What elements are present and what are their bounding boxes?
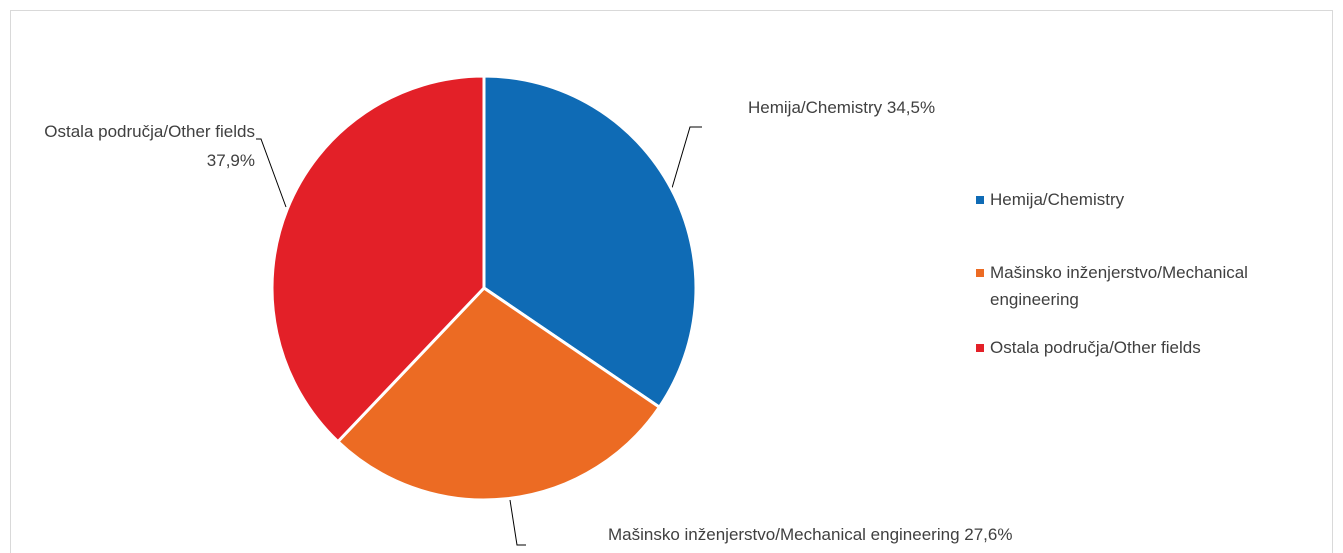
leader-line <box>256 138 287 208</box>
chart-border <box>10 10 1333 553</box>
legend-label: Hemija/Chemistry <box>990 190 1125 209</box>
leader-line <box>509 499 526 546</box>
pie-slice <box>482 74 698 410</box>
legend-swatch <box>976 269 984 277</box>
data-label-category: Hemija/Chemistry <box>748 98 883 117</box>
legend-label: Mašinsko inženjerstvo/Mechanical enginee… <box>990 263 1248 309</box>
legend-label: Ostala područja/Other fields <box>990 338 1201 357</box>
data-label-value: 27,6% <box>964 525 1013 544</box>
legend-item: Hemija/Chemistry <box>976 186 1310 213</box>
pie-slice <box>335 286 662 502</box>
data-label: Mašinsko inženjerstvo/Mechanical enginee… <box>608 520 1208 549</box>
legend-item: Ostala područja/Other fields <box>976 334 1310 361</box>
legend-swatch <box>976 344 984 352</box>
data-label-value: 37,9% <box>206 151 255 170</box>
pie-slice <box>270 74 486 444</box>
leader-line <box>671 126 702 189</box>
data-label: Ostala područja/Other fields 37,9% <box>30 117 255 175</box>
data-label-value: 34,5% <box>886 98 936 117</box>
data-label: Hemija/Chemistry 34,5% <box>748 93 1148 122</box>
data-label-category: Ostala područja/Other fields <box>44 122 255 141</box>
legend-swatch <box>976 196 984 204</box>
legend-item: Mašinsko inženjerstvo/Mechanical enginee… <box>976 259 1310 313</box>
data-label-category: Mašinsko inženjerstvo/Mechanical enginee… <box>608 525 960 544</box>
